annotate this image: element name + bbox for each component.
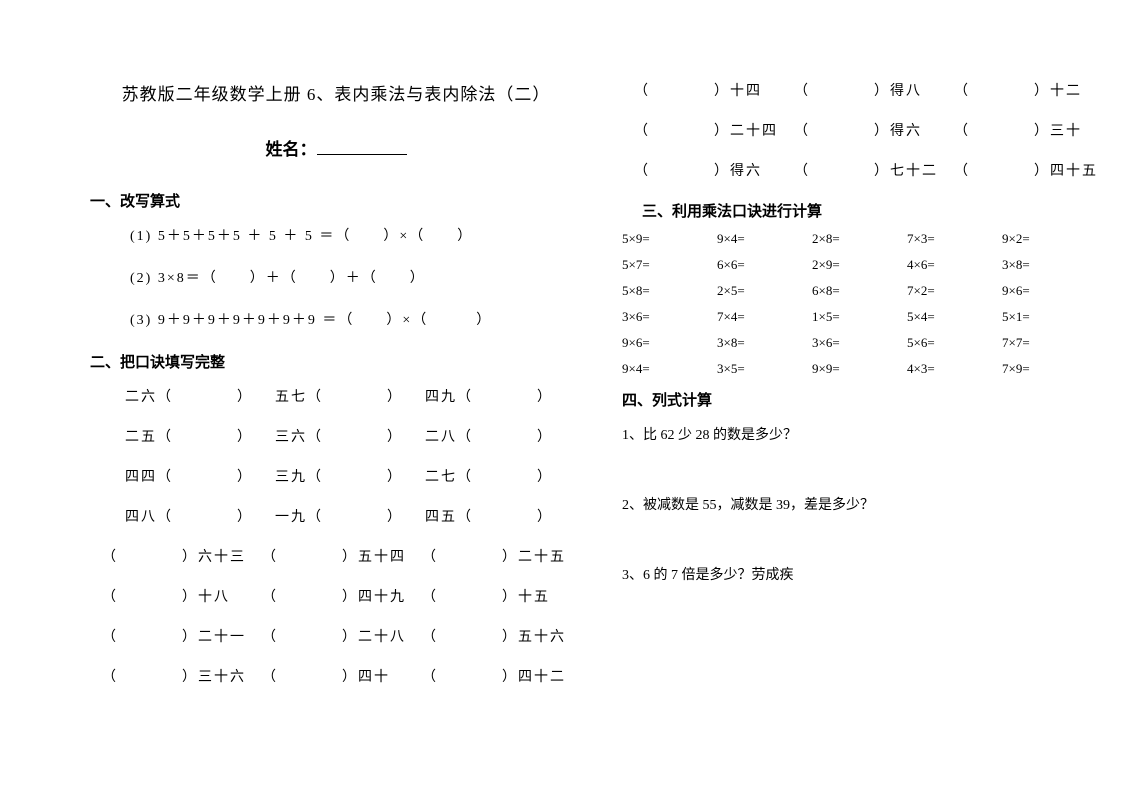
name-label: 姓名： <box>266 140 317 159</box>
s2c-row: （ ）二十四 （ ）得六 （ ）三十 <box>634 120 1114 140</box>
calc-cell: 5×8= <box>622 283 717 299</box>
s2-cell: （ ）五十四 <box>262 546 422 566</box>
s2-cell: 四五（ ） <box>425 506 575 526</box>
calc-cell: 9×2= <box>1002 231 1097 247</box>
s2-cell: （ ）得六 <box>794 120 954 140</box>
s2-cell: 四九（ ） <box>425 386 575 406</box>
s2-cell: 三九（ ） <box>275 466 425 486</box>
left-column: 苏教版二年级数学上册 6、表内乘法与表内除法（二） 姓名： 一、改写算式 (1)… <box>90 80 582 706</box>
name-field-line: 姓名： <box>90 135 582 160</box>
calc-cell: 5×1= <box>1002 309 1097 325</box>
worksheet-page: 苏教版二年级数学上册 6、表内乘法与表内除法（二） 姓名： 一、改写算式 (1)… <box>90 80 1052 706</box>
calc-grid: 5×9= 9×4= 2×8= 7×3= 9×2= 5×7= 6×6= 2×9= … <box>622 231 1114 377</box>
s2b-row: （ ）十八 （ ）四十九 （ ）十五 <box>102 586 582 606</box>
s2-cell: 三六（ ） <box>275 426 425 446</box>
s2-cell: 二五（ ） <box>125 426 275 446</box>
calc-cell: 9×4= <box>622 361 717 377</box>
calc-row: 5×8= 2×5= 6×8= 7×2= 9×6= <box>622 283 1114 299</box>
s2b-row: （ ）二十一 （ ）二十八 （ ）五十六 <box>102 626 582 646</box>
s2-cell: （ ）四十二 <box>422 666 582 686</box>
calc-cell: 5×7= <box>622 257 717 273</box>
s2c-block: （ ）十四 （ ）得八 （ ）十二 （ ）二十四 （ ）得六 （ ）三十 （ ）… <box>622 80 1114 180</box>
calc-cell: 5×4= <box>907 309 1002 325</box>
right-column: （ ）十四 （ ）得八 （ ）十二 （ ）二十四 （ ）得六 （ ）三十 （ ）… <box>622 80 1114 706</box>
section-3-heading: 三、利用乘法口诀进行计算 <box>642 200 1114 221</box>
s2c-row: （ ）得六 （ ）七十二 （ ）四十五 <box>634 160 1114 180</box>
calc-cell: 4×3= <box>907 361 1002 377</box>
calc-cell: 9×6= <box>1002 283 1097 299</box>
s2-cell: 一九（ ） <box>275 506 425 526</box>
calc-cell: 6×6= <box>717 257 812 273</box>
s2-cell: （ ）十二 <box>954 80 1114 100</box>
calc-row: 9×6= 3×8= 3×6= 5×6= 7×7= <box>622 335 1114 351</box>
s2c-row: （ ）十四 （ ）得八 （ ）十二 <box>634 80 1114 100</box>
calc-row: 5×9= 9×4= 2×8= 7×3= 9×2= <box>622 231 1114 247</box>
calc-row: 9×4= 3×5= 9×9= 4×3= 7×9= <box>622 361 1114 377</box>
s2-cell: 二七（ ） <box>425 466 575 486</box>
calc-cell: 1×5= <box>812 309 907 325</box>
calc-cell: 9×6= <box>622 335 717 351</box>
calc-cell: 7×2= <box>907 283 1002 299</box>
s2-cell: （ ）三十六 <box>102 666 262 686</box>
s4-q3: 3、6 的 7 倍是多少？劳成疾 <box>622 564 1114 584</box>
s2-cell: （ ）六十三 <box>102 546 262 566</box>
s2-cell: （ ）七十二 <box>794 160 954 180</box>
s1-eq2: (2) 3×8＝（ ）＋（ ）＋（ ） <box>130 267 582 287</box>
calc-row: 5×7= 6×6= 2×9= 4×6= 3×8= <box>622 257 1114 273</box>
calc-cell: 3×8= <box>717 335 812 351</box>
name-underline[interactable] <box>317 138 407 155</box>
s2-cell: 五七（ ） <box>275 386 425 406</box>
s2b-row: （ ）六十三 （ ）五十四 （ ）二十五 <box>102 546 582 566</box>
calc-cell: 6×8= <box>812 283 907 299</box>
s2-cell: （ ）得八 <box>794 80 954 100</box>
s2-cell: （ ）二十五 <box>422 546 582 566</box>
calc-cell: 3×6= <box>622 309 717 325</box>
calc-cell: 5×6= <box>907 335 1002 351</box>
s1-eq3: (3) 9＋9＋9＋9＋9＋9＋9 ＝（ ）×（ ） <box>130 309 582 329</box>
calc-cell: 9×9= <box>812 361 907 377</box>
worksheet-title: 苏教版二年级数学上册 6、表内乘法与表内除法（二） <box>90 80 582 105</box>
calc-cell: 7×3= <box>907 231 1002 247</box>
section-2-heading: 二、把口诀填写完整 <box>90 351 582 372</box>
s2-cell: （ ）四十 <box>262 666 422 686</box>
s2a-row: 二五（ ） 三六（ ） 二八（ ） <box>125 426 582 446</box>
s2-cell: （ ）四十九 <box>262 586 422 606</box>
calc-cell: 2×5= <box>717 283 812 299</box>
calc-cell: 7×9= <box>1002 361 1097 377</box>
s2-cell: （ ）二十八 <box>262 626 422 646</box>
s4-q2: 2、被减数是 55，减数是 39，差是多少？ <box>622 494 1114 514</box>
s2b-row: （ ）三十六 （ ）四十 （ ）四十二 <box>102 666 582 686</box>
s2a-row: 四八（ ） 一九（ ） 四五（ ） <box>125 506 582 526</box>
s2-cell: （ ）五十六 <box>422 626 582 646</box>
calc-cell: 4×6= <box>907 257 1002 273</box>
s2a-row: 二六（ ） 五七（ ） 四九（ ） <box>125 386 582 406</box>
s2-cell: （ ）三十 <box>954 120 1114 140</box>
s2-cell: 二八（ ） <box>425 426 575 446</box>
calc-cell: 3×6= <box>812 335 907 351</box>
s2a-row: 四四（ ） 三九（ ） 二七（ ） <box>125 466 582 486</box>
calc-cell: 2×9= <box>812 257 907 273</box>
s2-cell: （ ）十八 <box>102 586 262 606</box>
calc-cell: 2×8= <box>812 231 907 247</box>
s2-cell: （ ）十五 <box>422 586 582 606</box>
calc-cell: 9×4= <box>717 231 812 247</box>
s2-cell: 四八（ ） <box>125 506 275 526</box>
calc-cell: 7×4= <box>717 309 812 325</box>
s2-cell: （ ）四十五 <box>954 160 1114 180</box>
section-1-heading: 一、改写算式 <box>90 190 582 211</box>
s4-q1: 1、比 62 少 28 的数是多少？ <box>622 424 1114 444</box>
s2-cell: （ ）二十四 <box>634 120 794 140</box>
section-4-heading: 四、列式计算 <box>622 389 1114 410</box>
calc-cell: 3×8= <box>1002 257 1097 273</box>
s1-eq1: (1) 5＋5＋5＋5 ＋ 5 ＋ 5 ＝（ ）×（ ） <box>130 225 582 245</box>
s2-cell: （ ）二十一 <box>102 626 262 646</box>
s2-cell: （ ）十四 <box>634 80 794 100</box>
calc-cell: 5×9= <box>622 231 717 247</box>
s2-cell: 四四（ ） <box>125 466 275 486</box>
calc-cell: 3×5= <box>717 361 812 377</box>
calc-row: 3×6= 7×4= 1×5= 5×4= 5×1= <box>622 309 1114 325</box>
s2-cell: （ ）得六 <box>634 160 794 180</box>
s2-cell: 二六（ ） <box>125 386 275 406</box>
calc-cell: 7×7= <box>1002 335 1097 351</box>
